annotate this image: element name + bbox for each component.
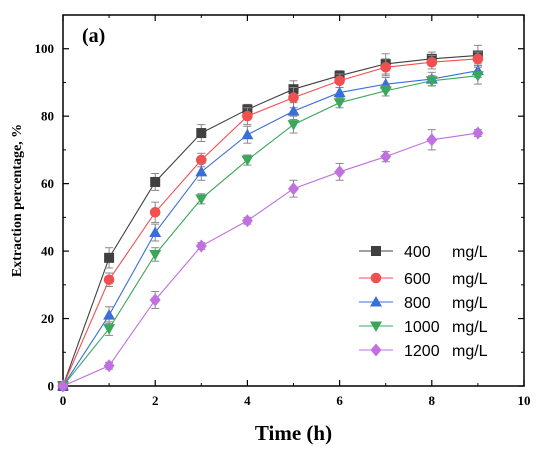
data-point	[426, 56, 438, 68]
series-800	[57, 63, 484, 391]
series-line	[62, 132, 478, 387]
legend: 400 mg/L 600 mg/L 800 mg/L 1000 mg/L 1200 mg/L	[359, 244, 488, 360]
y-tick-label: 100	[35, 41, 55, 56]
data-point	[472, 53, 484, 65]
data-point	[150, 176, 161, 187]
y-tick-label: 80	[41, 109, 54, 124]
legend-unit: mg/L	[452, 244, 488, 261]
legend-marker	[370, 321, 382, 332]
data-point	[288, 182, 299, 196]
data-point	[333, 98, 346, 109]
data-point	[149, 249, 162, 261]
data-point	[196, 154, 207, 166]
legend-unit: mg/L	[452, 271, 488, 288]
legend-unit: mg/L	[452, 343, 488, 360]
y-tick-label: 20	[41, 311, 54, 326]
data-point	[104, 252, 115, 263]
legend-item: 1000 mg/L	[359, 319, 488, 336]
data-point	[334, 75, 345, 87]
x-tick-label: 8	[429, 393, 436, 408]
data-point	[287, 120, 300, 131]
legend-marker	[370, 272, 382, 284]
data-point	[334, 165, 346, 179]
data-point	[195, 239, 207, 253]
data-point	[380, 150, 392, 164]
x-axis-title: Time (h)	[255, 421, 332, 445]
data-point	[195, 194, 208, 205]
legend-item: 400 mg/L	[359, 244, 488, 261]
legend-item: 600 mg/L	[359, 271, 488, 288]
series-1200	[57, 126, 484, 393]
y-axis-title: Extraction percentage, %	[10, 124, 25, 277]
panel-label: (a)	[82, 25, 105, 47]
y-tick-label: 60	[41, 176, 54, 191]
data-point	[196, 128, 207, 139]
data-point	[149, 207, 161, 218]
legend-unit: mg/L	[452, 319, 488, 336]
legend-unit: mg/L	[452, 295, 488, 312]
data-point	[103, 359, 115, 373]
data-point	[103, 274, 115, 286]
series-line	[62, 58, 478, 387]
data-point	[379, 86, 392, 97]
series-line	[62, 54, 478, 387]
data-point	[242, 110, 253, 122]
series-line	[62, 75, 478, 387]
data-point	[241, 155, 254, 167]
data-point	[471, 71, 484, 82]
y-tick-label: 40	[41, 244, 54, 259]
legend-value: 400	[404, 244, 431, 261]
data-point	[195, 165, 208, 177]
legend-value: 1000	[404, 319, 440, 336]
data-point	[103, 324, 116, 335]
data-point	[426, 133, 438, 147]
data-point	[472, 126, 484, 140]
data-point	[149, 226, 162, 238]
legend-marker	[370, 343, 382, 357]
legend-item: 1200 mg/L	[359, 343, 488, 360]
data-point	[241, 128, 254, 140]
series-600	[57, 51, 484, 392]
legend-value: 800	[404, 295, 431, 312]
legend-marker	[370, 296, 382, 307]
data-point	[287, 105, 300, 116]
x-tick-label: 4	[244, 393, 251, 408]
data-point	[288, 92, 299, 103]
legend-value: 600	[404, 271, 431, 288]
data-point	[103, 309, 116, 320]
legend-value: 1200	[404, 343, 440, 360]
x-tick-label: 6	[336, 393, 343, 408]
legend-item: 800 mg/L	[359, 295, 488, 312]
x-tick-label: 0	[60, 393, 67, 408]
data-point	[333, 86, 346, 98]
series-line	[62, 70, 478, 387]
data-point	[380, 61, 392, 73]
legend-marker	[371, 246, 381, 256]
series-layer	[57, 44, 484, 393]
data-point	[425, 76, 438, 87]
series-400	[58, 44, 483, 391]
x-tick-label: 10	[518, 393, 531, 408]
y-tick-label: 0	[48, 379, 55, 394]
x-tick-label: 2	[152, 393, 159, 408]
data-point	[57, 379, 69, 393]
data-point	[241, 214, 253, 228]
data-point	[149, 293, 161, 307]
